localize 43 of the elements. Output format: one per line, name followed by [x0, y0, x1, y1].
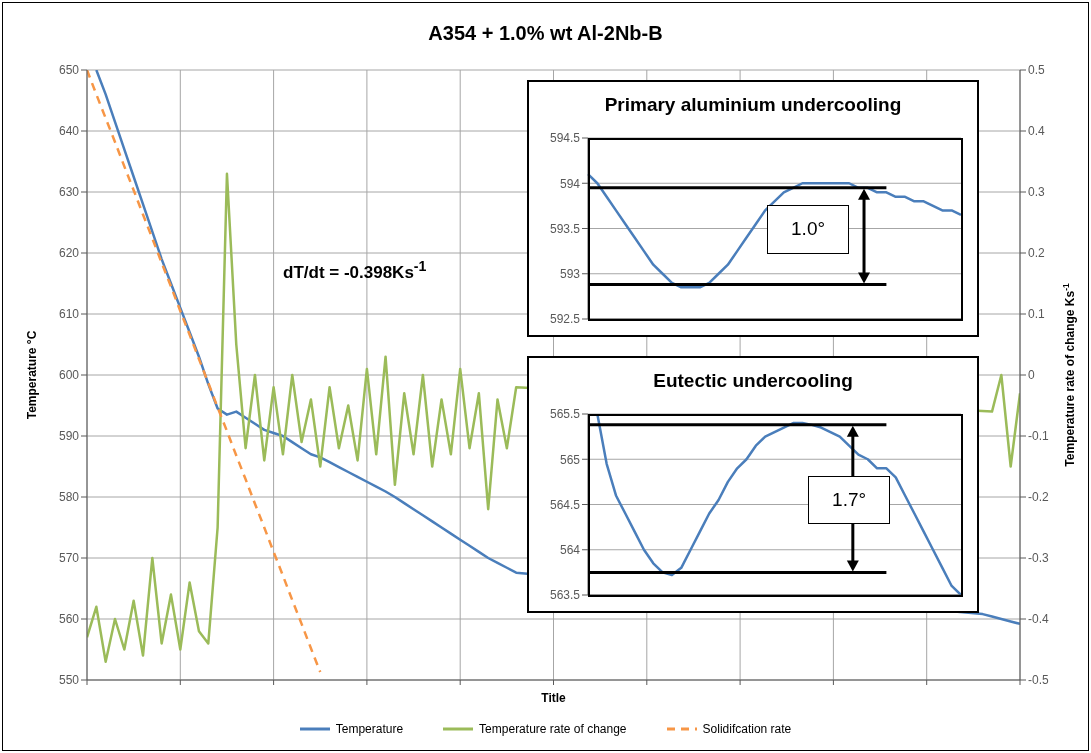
y-tick-label: 594.5 — [549, 131, 581, 146]
chart-title: A354 + 1.0% wt Al-2Nb-B — [427, 22, 664, 45]
y2-tick-label: 0.1 — [1028, 307, 1046, 322]
y-tick-label: 620 — [58, 246, 80, 261]
y2-tick-label: 0.3 — [1028, 185, 1046, 200]
legend-label: Solidifcation rate — [702, 722, 792, 736]
chart-title: Eutectic undercooling — [652, 370, 854, 392]
y-tick-label: 640 — [58, 124, 80, 139]
y-tick-label: 593.5 — [549, 221, 581, 236]
y2-tick-label: 0.2 — [1028, 246, 1046, 261]
y2-tick-label: -0.4 — [1028, 612, 1049, 627]
y-tick-label: 550 — [58, 673, 80, 688]
y-axis-title: Temperature °C — [25, 330, 39, 420]
annotation: 1.7° — [808, 475, 891, 525]
y-tick-label: 630 — [58, 185, 80, 200]
chart-title: Primary aluminium undercooling — [603, 94, 903, 116]
legend-label: Temperature rate of change — [479, 722, 627, 736]
y2-tick-label: 0.5 — [1028, 63, 1046, 78]
y-tick-label: 564.5 — [549, 497, 581, 512]
annotation: dT/dt = -0.398Ks$^{-1}$ — [283, 258, 427, 283]
y2-tick-label: 0 — [1028, 368, 1035, 383]
y-tick-label: 565.5 — [549, 407, 581, 422]
x-axis-title: Title — [541, 691, 567, 705]
y-tick-label: 590 — [58, 429, 80, 444]
y-tick-label: 563.5 — [549, 588, 581, 603]
y-tick-label: 570 — [58, 551, 80, 566]
y-tick-label: 594 — [559, 176, 581, 191]
y-tick-label: 600 — [58, 368, 80, 383]
annotation: 1.0° — [767, 204, 850, 254]
y2-tick-label: -0.1 — [1028, 429, 1049, 444]
legend-label: Temperature — [335, 722, 404, 736]
y-tick-label: 593 — [559, 267, 581, 282]
y-tick-label: 565 — [559, 452, 581, 467]
y-tick-label: 592.5 — [549, 312, 581, 327]
y2-tick-label: 0.4 — [1028, 124, 1046, 139]
y2-tick-label: -0.2 — [1028, 490, 1049, 505]
y-tick-label: 564 — [559, 543, 581, 558]
y-tick-label: 580 — [58, 490, 80, 505]
y-tick-label: 560 — [58, 612, 80, 627]
y-tick-label: 610 — [58, 307, 80, 322]
y-tick-label: 650 — [58, 63, 80, 78]
y2-tick-label: -0.5 — [1028, 673, 1049, 688]
y2-tick-label: -0.3 — [1028, 551, 1049, 566]
